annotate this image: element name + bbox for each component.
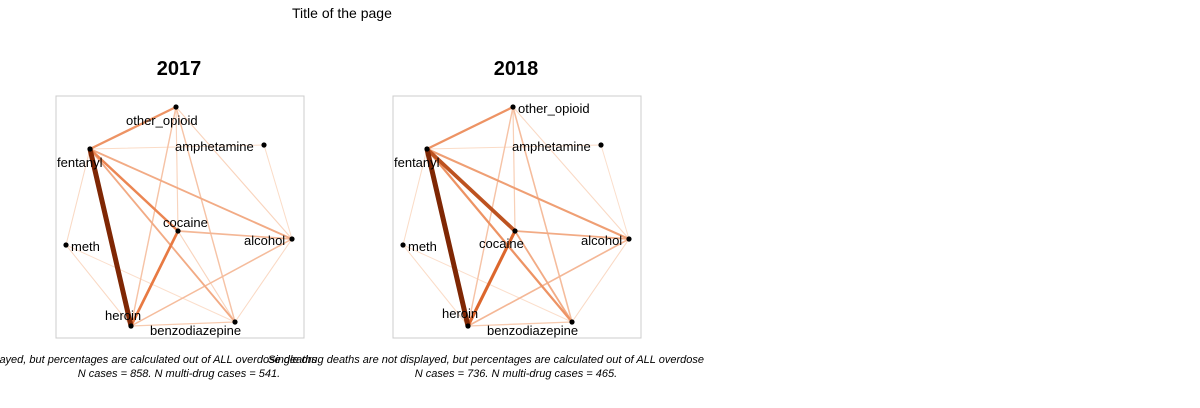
node-cocaine — [175, 228, 181, 234]
panel-2018-caption-line1: Single drug deaths are not displayed, bu… — [268, 354, 705, 366]
edge-meth-fentanyl — [402, 148, 428, 246]
edge-heroin-benzodiazepine — [467, 321, 573, 327]
plot-frame — [392, 95, 642, 339]
node-alcohol — [289, 236, 295, 242]
node-label-alcohol: alcohol — [581, 233, 622, 248]
node-label-amphetamine: amphetamine — [512, 139, 591, 154]
edge-cocaine-benzodiazepine — [514, 230, 573, 323]
panel-2017-caption-line1: layed, but percentages are calculated ou… — [0, 354, 317, 366]
edge-cocaine-benzodiazepine — [177, 230, 236, 323]
node-label-amphetamine: amphetamine — [175, 139, 254, 154]
node-label-heroin: heroin — [442, 306, 478, 321]
node-benzodiazepine — [232, 319, 238, 325]
edge-heroin-other_opioid — [467, 106, 514, 327]
edge-other_opioid-alcohol — [175, 106, 293, 240]
node-other_opioid — [510, 104, 516, 110]
panel-2018-title: 2018 — [493, 58, 539, 80]
node-label-heroin: heroin — [105, 308, 141, 323]
node-meth — [63, 242, 69, 248]
edge-amphetamine-alcohol — [600, 144, 630, 240]
edge-fentanyl-other_opioid — [88, 105, 178, 151]
node-label-fentanyl: fentanyl — [57, 155, 103, 170]
node-label-benzodiazepine: benzodiazepine — [487, 323, 578, 338]
node-label-meth: meth — [408, 239, 437, 254]
edge-meth-fentanyl — [65, 148, 91, 246]
edge-fentanyl-heroin — [87, 146, 134, 329]
edge-heroin-benzodiazepine — [130, 321, 236, 327]
node-label-other_opioid: other_opioid — [126, 113, 198, 128]
edge-other_opioid-benzodiazepine — [512, 106, 573, 323]
edge-meth-heroin — [65, 244, 132, 327]
edge-fentanyl-heroin — [424, 146, 471, 329]
node-label-benzodiazepine: benzodiazepine — [150, 323, 241, 338]
node-amphetamine — [261, 142, 267, 148]
edge-heroin-cocaine — [129, 229, 180, 328]
node-heroin — [465, 323, 471, 329]
panel-2017-title: 2017 — [156, 58, 202, 80]
edge-cocaine-alcohol — [177, 230, 293, 240]
panel-2018-caption-line2: N cases = 736. N multi-drug cases = 465. — [414, 368, 618, 380]
edge-fentanyl-benzodiazepine — [425, 147, 574, 324]
edge-alcohol-benzodiazepine — [571, 238, 630, 323]
page-title: Title of the page — [292, 5, 392, 21]
edge-other_opioid-cocaine — [512, 106, 516, 232]
edge-other_opioid-cocaine — [175, 106, 179, 232]
edge-fentanyl-other_opioid — [425, 105, 515, 151]
node-label-cocaine: cocaine — [479, 236, 524, 251]
node-fentanyl — [87, 146, 93, 152]
panel-2017-caption-line2: N cases = 858. N multi-drug cases = 541. — [77, 368, 281, 380]
edge-meth-benzodiazepine — [65, 244, 236, 323]
edge-heroin-cocaine — [466, 229, 517, 328]
node-label-cocaine: cocaine — [163, 215, 208, 230]
node-fentanyl — [424, 146, 430, 152]
plot-frame — [55, 95, 305, 339]
edge-fentanyl-alcohol — [89, 148, 293, 240]
node-meth — [400, 242, 406, 248]
edge-other_opioid-alcohol — [512, 106, 630, 240]
edge-fentanyl-cocaine — [425, 147, 517, 233]
edge-amphetamine-alcohol — [263, 144, 293, 240]
edge-fentanyl-alcohol — [425, 147, 631, 241]
edge-meth-heroin — [402, 244, 469, 327]
edge-heroin-other_opioid — [130, 106, 177, 327]
node-label-alcohol: alcohol — [244, 233, 285, 248]
edge-other_opioid-benzodiazepine — [175, 106, 236, 323]
node-heroin — [128, 323, 134, 329]
edge-fentanyl-benzodiazepine — [89, 148, 236, 323]
edge-heroin-alcohol — [467, 238, 630, 327]
edge-heroin-alcohol — [130, 238, 293, 327]
edge-alcohol-benzodiazepine — [234, 238, 293, 323]
edge-cocaine-alcohol — [514, 230, 630, 240]
node-label-fentanyl: fentanyl — [394, 155, 440, 170]
network-panel-2018: other_opioid amphetamine fentanyl cocaine al… — [392, 95, 642, 339]
edge-fentanyl-cocaine — [88, 147, 180, 233]
node-alcohol — [626, 236, 632, 242]
node-other_opioid — [173, 104, 179, 110]
node-cocaine — [512, 228, 518, 234]
node-label-meth: meth — [71, 239, 100, 254]
network-panel-2017: other_opioid amphetamine fentanyl cocaine al… — [55, 95, 305, 339]
node-label-other_opioid: other_opioid — [518, 101, 590, 116]
node-benzodiazepine — [569, 319, 575, 325]
node-amphetamine — [598, 142, 604, 148]
